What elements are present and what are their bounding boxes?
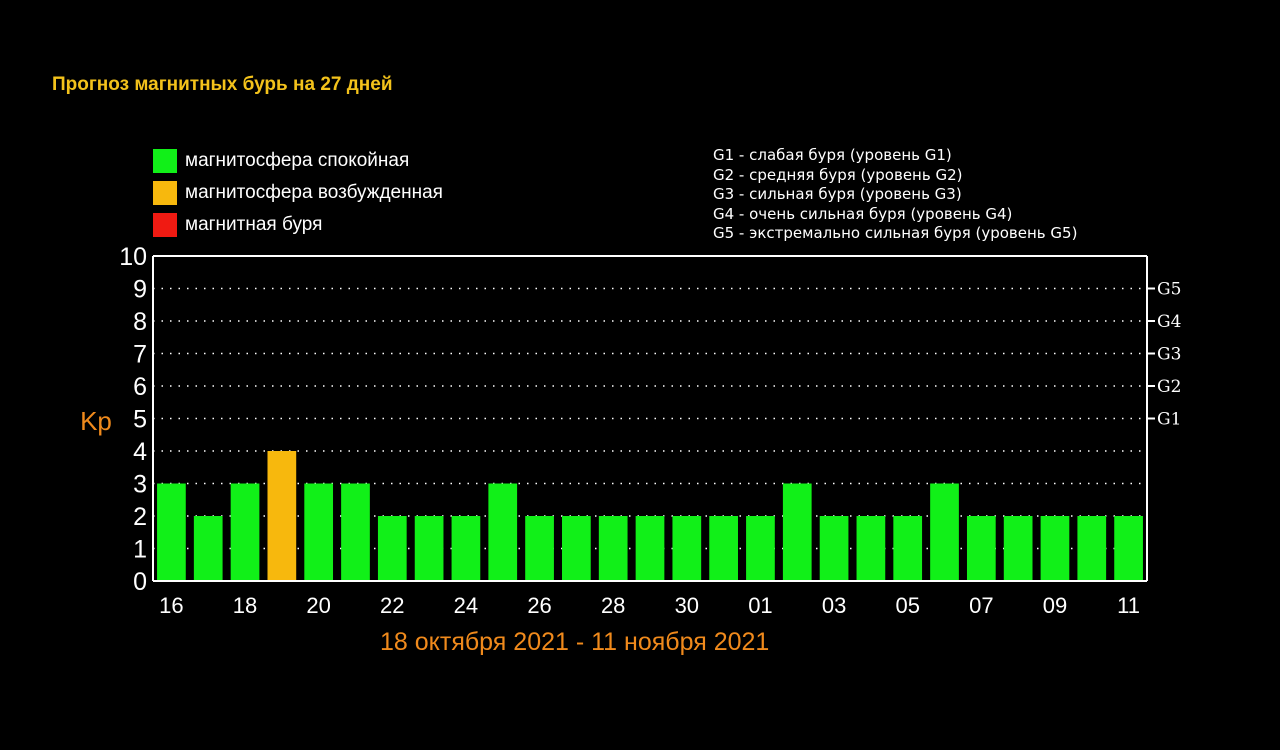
right-tick-label: G4	[1157, 312, 1181, 332]
chart-title: Прогноз магнитных бурь на 27 дней	[52, 74, 393, 95]
bar	[856, 516, 886, 581]
x-tick-label: 03	[822, 593, 846, 618]
legend-label-storm: магнитная буря	[185, 214, 323, 235]
right-tick-label: G2	[1157, 377, 1181, 397]
legend: магнитосфера спокойная магнитосфера возб…	[153, 145, 443, 241]
legend-item-excited: магнитосфера возбужденная	[153, 177, 443, 209]
x-tick-label: 09	[1043, 593, 1067, 618]
bar	[414, 516, 444, 581]
bar	[157, 483, 186, 581]
bar	[782, 483, 812, 581]
x-tick-label: 07	[969, 593, 993, 618]
y-tick-label: 4	[133, 438, 147, 466]
bar	[598, 516, 628, 581]
y-tick-label: 1	[133, 536, 147, 564]
bar	[341, 483, 370, 581]
x-tick-label: 24	[454, 593, 478, 618]
g-level-3: G3 - сильная буря (уровень G3)	[713, 185, 962, 203]
y-tick-label: 6	[133, 373, 147, 401]
bar	[893, 516, 923, 581]
x-tick-label: 11	[1117, 593, 1140, 618]
y-tick-label: 10	[119, 243, 147, 271]
legend-label-calm: магнитосфера спокойная	[185, 150, 410, 171]
y-tick-label: 9	[133, 276, 147, 304]
y-tick-label: 5	[133, 406, 147, 434]
x-tick-label: 22	[380, 593, 404, 618]
bar	[1077, 516, 1107, 581]
legend-label-excited: магнитосфера возбужденная	[185, 182, 443, 203]
x-tick-label: 16	[159, 593, 183, 618]
x-tick-label: 01	[748, 593, 772, 618]
x-tick-label: 26	[527, 593, 551, 618]
bar	[267, 451, 297, 581]
right-tick-label: G3	[1157, 345, 1181, 365]
x-tick-label: 20	[306, 593, 330, 618]
bar	[193, 516, 223, 581]
x-tick-label: 05	[895, 593, 919, 618]
x-tick-label: 30	[675, 593, 699, 618]
bar	[230, 483, 260, 581]
y-axis-label: Kp	[80, 406, 112, 436]
bar	[709, 516, 738, 581]
legend-swatch-storm	[153, 213, 177, 237]
g-level-legend: G1 - слабая буря (уровень G1) G2 - средн…	[713, 146, 1077, 244]
bar	[377, 516, 407, 581]
bar	[930, 483, 959, 581]
y-tick-label: 3	[133, 471, 147, 499]
g-level-1: G1 - слабая буря (уровень G1)	[713, 146, 952, 164]
right-tick-label: G5	[1157, 280, 1181, 300]
bar	[1003, 516, 1033, 581]
bar	[525, 516, 554, 581]
bar	[304, 483, 334, 581]
x-tick-label: 18	[233, 593, 257, 618]
g-level-4: G4 - очень сильная буря (уровень G4)	[713, 204, 1013, 223]
bar	[1040, 516, 1070, 581]
x-tick-label: 28	[601, 593, 625, 618]
bar	[635, 516, 665, 581]
bar	[562, 516, 591, 581]
bar	[1114, 516, 1143, 581]
legend-item-storm: магнитная буря	[153, 209, 443, 241]
date-range-caption: 18 октября 2021 - 11 ноября 2021	[380, 628, 770, 656]
bar	[966, 516, 996, 581]
y-tick-label: 7	[133, 341, 147, 369]
bar	[819, 516, 849, 581]
g-level-5: G5 - экстремально сильная буря (уровень …	[713, 224, 1078, 242]
y-tick-label: 0	[133, 568, 147, 596]
bar	[672, 516, 702, 581]
bar	[488, 483, 518, 581]
right-tick-label: G1	[1157, 410, 1181, 430]
legend-swatch-calm	[153, 149, 177, 173]
legend-item-calm: магнитосфера спокойная	[153, 145, 443, 177]
g-level-2: G2 - средняя буря (уровень G2)	[713, 165, 963, 184]
bar	[746, 516, 775, 581]
legend-swatch-excited	[153, 181, 177, 205]
y-tick-label: 2	[133, 503, 147, 531]
bar	[451, 516, 481, 581]
y-tick-label: 8	[133, 308, 147, 336]
